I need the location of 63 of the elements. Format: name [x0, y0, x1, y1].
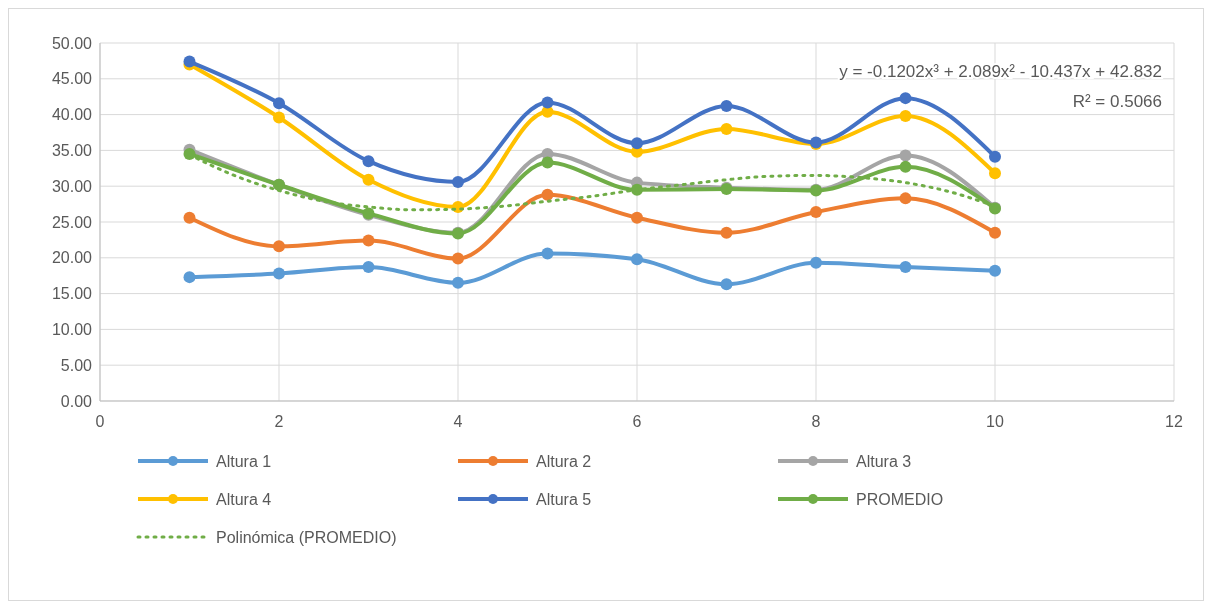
point [989, 226, 1001, 239]
legend-label: Altura 2 [536, 452, 592, 470]
point [273, 97, 285, 110]
y-tick-label: 45.00 [51, 70, 93, 88]
y-tick-label: 50.00 [51, 34, 93, 52]
x-tick-label: 8 [811, 413, 821, 430]
point [810, 205, 822, 218]
y-tick-label: 40.00 [51, 106, 93, 124]
point [631, 253, 643, 266]
point [899, 261, 912, 274]
y-tick-label: 30.00 [51, 177, 93, 195]
legend-label: Altura 1 [216, 452, 272, 470]
y-tick-label: 15.00 [51, 285, 93, 303]
point [183, 271, 196, 284]
point [452, 175, 464, 188]
point [989, 150, 1001, 163]
legend-label: Altura 3 [856, 452, 912, 470]
point [183, 211, 196, 224]
point [631, 211, 643, 224]
point [810, 256, 822, 269]
point [720, 278, 733, 291]
annotation: y = -0.1202x³ + 2.089x² - 10.437x + 42.832 [839, 62, 1162, 81]
point [720, 100, 733, 113]
legend-label: PROMEDIO [856, 490, 944, 508]
point [899, 110, 912, 123]
y-tick-label: 25.00 [51, 213, 93, 231]
x-tick-label: 12 [1165, 413, 1183, 430]
point [273, 240, 285, 253]
point [273, 111, 285, 124]
point [720, 226, 733, 239]
y-tick-label: 0.00 [60, 392, 93, 410]
point [362, 261, 375, 274]
annotation: R² = 0.5066 [1072, 92, 1162, 111]
point [362, 234, 375, 247]
y-tick-label: 35.00 [51, 142, 93, 159]
legend-label: Polinómica (PROMEDIO) [216, 528, 397, 546]
legend-label: Altura 4 [216, 490, 272, 508]
point [899, 192, 912, 205]
x-tick-label: 4 [453, 413, 463, 430]
point [541, 96, 554, 109]
point [899, 92, 912, 105]
point [362, 155, 375, 168]
point [989, 167, 1001, 180]
point [541, 188, 554, 201]
point [631, 137, 643, 150]
x-tick-label: 2 [274, 413, 284, 430]
point [362, 173, 375, 186]
x-tick-label: 10 [986, 413, 1004, 430]
y-tick-label: 5.00 [60, 356, 93, 374]
x-tick-label: 6 [632, 413, 642, 430]
point [541, 247, 554, 260]
point [899, 160, 912, 173]
point [541, 156, 554, 169]
point [720, 122, 733, 135]
x-tick-label: 0 [95, 413, 105, 430]
point [273, 267, 285, 280]
legend-label: Altura 5 [536, 490, 592, 508]
point [452, 252, 464, 265]
y-tick-label: 20.00 [51, 249, 93, 267]
point [899, 149, 912, 162]
y-tick-label: 10.00 [51, 321, 93, 338]
point [989, 264, 1001, 277]
point [452, 276, 464, 289]
